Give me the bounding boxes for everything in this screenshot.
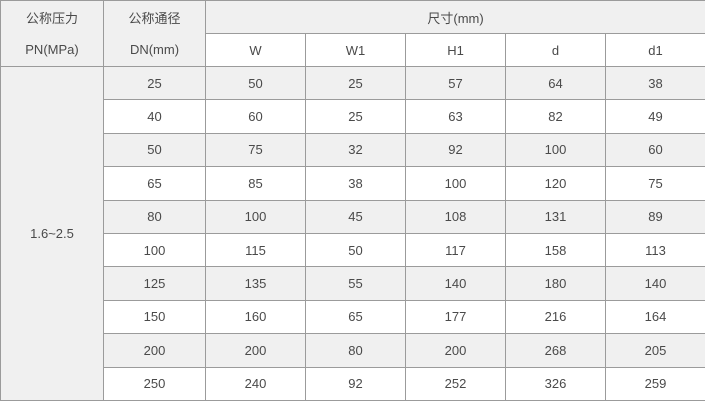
value-cell: 180 (505, 266, 606, 301)
value-cell: 49 (604, 99, 705, 134)
value-cell: 50 (305, 232, 406, 268)
header-row-1: 公称压力 PN(MPa) 公称通径 DN(mm) 尺寸(mm) (0, 0, 705, 67)
value-cell: 89 (604, 199, 705, 234)
dn-cell: 200 (103, 333, 206, 368)
value-cell: 100 (205, 199, 306, 234)
value-cell: 135 (205, 266, 306, 301)
column-header-h1: H1 (405, 33, 506, 67)
dn-cell: 80 (103, 199, 206, 234)
value-cell: 25 (305, 65, 406, 101)
table-row: 200 200 80 200 268 205 (1, 333, 705, 368)
dn-cell: 100 (103, 232, 206, 268)
dn-cell: 25 (103, 65, 206, 101)
dn-header-line2: DN(mm) (129, 41, 180, 57)
column-header-w1: W1 (305, 33, 406, 67)
value-cell: 60 (604, 132, 705, 168)
table-header: 公称压力 PN(MPa) 公称通径 DN(mm) 尺寸(mm) W W1 H1 … (0, 0, 705, 67)
value-cell: 80 (305, 333, 406, 368)
value-cell: 92 (405, 132, 506, 168)
table-row: 65 85 38 100 120 75 (1, 166, 705, 201)
value-cell: 113 (604, 232, 705, 268)
value-cell: 50 (205, 65, 306, 101)
value-cell: 75 (205, 132, 306, 168)
value-cell: 100 (505, 132, 606, 168)
pressure-column-header: 公称压力 PN(MPa) (0, 0, 104, 67)
table-row: 50 75 32 92 100 60 (1, 132, 705, 168)
value-cell: 32 (305, 132, 406, 168)
column-header-w: W (205, 33, 306, 67)
dn-header-line1: 公称通径 (128, 10, 181, 26)
value-cell: 100 (405, 166, 506, 201)
value-cell: 120 (505, 166, 606, 201)
value-cell: 326 (505, 366, 606, 401)
table-row: 150 160 65 177 216 164 (1, 299, 705, 335)
dn-cell: 150 (103, 299, 206, 335)
table-row: 125 135 55 140 180 140 (1, 266, 705, 301)
value-cell: 200 (205, 333, 306, 368)
value-cell: 38 (604, 65, 705, 101)
value-cell: 63 (405, 99, 506, 134)
value-cell: 252 (405, 366, 506, 401)
value-cell: 240 (205, 366, 306, 401)
dn-column-header: 公称通径 DN(mm) (103, 0, 206, 67)
column-header-d: d (505, 33, 606, 67)
value-cell: 131 (505, 199, 606, 234)
value-cell: 259 (604, 366, 705, 401)
dn-cell: 50 (103, 132, 206, 168)
value-cell: 160 (205, 299, 306, 335)
value-cell: 65 (305, 299, 406, 335)
column-header-d1: d1 (604, 33, 705, 67)
dn-cell: 40 (103, 99, 206, 134)
table-row: 40 60 25 63 82 49 (1, 99, 705, 134)
value-cell: 164 (604, 299, 705, 335)
value-cell: 82 (505, 99, 606, 134)
dn-cell: 125 (103, 266, 206, 301)
dn-cell: 65 (103, 166, 206, 201)
value-cell: 57 (405, 65, 506, 101)
value-cell: 216 (505, 299, 606, 335)
value-cell: 158 (505, 232, 606, 268)
table-row: 1.6~2.5 25 50 25 57 64 38 (0, 65, 705, 401)
value-cell: 85 (205, 166, 306, 201)
value-cell: 177 (405, 299, 506, 335)
value-cell: 25 (305, 99, 406, 134)
pressure-header-line1: 公称压力 (25, 10, 78, 26)
value-cell: 55 (305, 266, 406, 301)
value-cell: 115 (205, 232, 306, 268)
value-cell: 38 (305, 166, 406, 201)
size-group-header: 尺寸(mm) (204, 0, 705, 34)
value-cell: 140 (604, 266, 705, 301)
value-cell: 140 (405, 266, 506, 301)
value-cell: 92 (305, 366, 406, 401)
value-cell: 108 (405, 199, 506, 234)
value-cell: 117 (405, 232, 506, 268)
value-cell: 64 (505, 65, 606, 101)
value-cell: 200 (405, 333, 506, 368)
header-row-2: W W1 H1 d d1 (1, 33, 705, 67)
table-row: 100 115 50 117 158 113 (1, 232, 705, 268)
value-cell: 45 (305, 199, 406, 234)
table-row: 250 240 92 252 326 259 (1, 366, 705, 401)
value-cell: 205 (604, 333, 705, 368)
pressure-header-line2: PN(MPa) (25, 41, 79, 57)
table-row: 80 100 45 108 131 89 (1, 199, 705, 234)
value-cell: 75 (604, 166, 705, 201)
table-body: 1.6~2.5 25 50 25 57 64 38 40 60 25 63 82 49 50 75 32 92 1… (0, 65, 705, 401)
value-cell: 268 (505, 333, 606, 368)
pressure-value-cell: 1.6~2.5 (0, 66, 104, 401)
value-cell: 60 (205, 99, 306, 134)
dn-cell: 250 (103, 366, 206, 401)
